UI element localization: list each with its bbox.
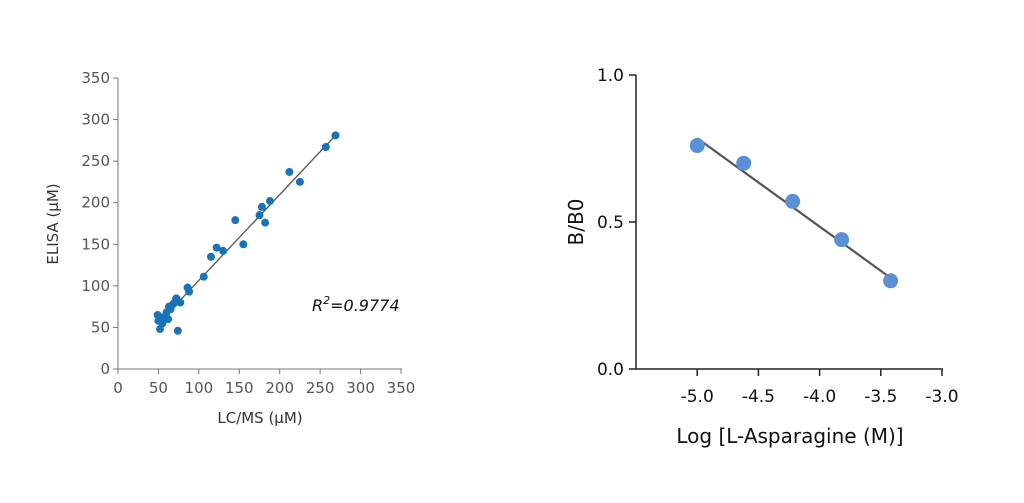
left-y-tick-label: 0 — [100, 360, 110, 378]
r-squared-prefix: R — [312, 296, 323, 315]
left-y-ticks: 0 50 100 150 200 250 300 350 — [81, 69, 118, 378]
right-y-tick-label: 0.0 — [597, 360, 624, 380]
right-scatter-chart: -5.0 -4.5 -4.0 -3.5 -3.0 0.0 0.5 1.0 Log [L-As… — [564, 66, 959, 448]
left-data-point — [164, 315, 173, 324]
right-points — [689, 138, 899, 289]
right-data-point — [834, 232, 850, 248]
left-data-point — [199, 272, 208, 281]
left-y-tick-label: 200 — [81, 194, 110, 212]
left-data-point — [331, 131, 340, 140]
left-y-tick-label: 300 — [81, 111, 110, 129]
right-data-point — [883, 273, 899, 289]
right-x-tick-label: -3.5 — [864, 387, 897, 407]
left-data-point — [257, 202, 266, 211]
r-squared-annotation: R2=0.9774 — [312, 294, 400, 315]
left-data-point — [285, 167, 294, 176]
left-x-tick-label: 300 — [346, 379, 375, 397]
right-x-ticks: -5.0 -4.5 -4.0 -3.5 -3.0 — [681, 369, 959, 407]
left-y-tick-label: 100 — [81, 277, 110, 295]
left-data-point — [173, 326, 182, 335]
left-y-tick-label: 250 — [81, 152, 110, 170]
right-y-ticks: 0.0 0.5 1.0 — [597, 66, 636, 380]
right-x-axis-label: Log [L-Asparagine (M)] — [676, 424, 903, 448]
left-x-tick-label: 250 — [306, 379, 335, 397]
left-data-point — [176, 298, 185, 307]
left-points — [153, 131, 340, 335]
left-fit-line — [157, 134, 337, 324]
right-x-tick-label: -3.0 — [925, 387, 958, 407]
right-x-tick-label: -4.5 — [742, 387, 775, 407]
r-squared-value: =0.9774 — [330, 296, 399, 315]
right-y-tick-label: 0.5 — [597, 213, 624, 233]
left-x-axis-label: LC/MS (μM) — [217, 409, 302, 427]
right-data-point — [736, 155, 752, 171]
left-x-tick-label: 0 — [113, 379, 123, 397]
left-data-point — [261, 218, 270, 227]
right-x-tick-label: -5.0 — [681, 387, 714, 407]
left-data-point — [212, 243, 221, 252]
left-scatter-chart: 0 50 100 150 200 250 300 350 0 50 100 150 200 250 300… — [44, 69, 415, 427]
left-data-point — [219, 246, 228, 255]
left-y-tick-label: 50 — [91, 318, 110, 336]
left-data-point — [185, 287, 194, 296]
left-y-tick-label: 150 — [81, 235, 110, 253]
left-x-tick-label: 200 — [265, 379, 294, 397]
left-regression-line — [157, 134, 337, 324]
right-y-axis-label: B/B0 — [564, 199, 588, 246]
left-y-axis-label: ELISA (μM) — [44, 183, 62, 264]
left-data-point — [321, 143, 330, 152]
r-squared-superscript: 2 — [323, 294, 330, 307]
left-y-tick-label: 350 — [81, 69, 110, 87]
left-axes — [117, 78, 402, 370]
left-x-tick-label: 50 — [149, 379, 168, 397]
right-data-point — [785, 193, 801, 209]
left-x-ticks: 0 50 100 150 200 250 300 350 — [113, 369, 415, 397]
left-data-point — [206, 252, 215, 261]
right-y-tick-label: 1.0 — [597, 66, 624, 86]
left-x-tick-label: 350 — [387, 379, 416, 397]
left-x-tick-label: 100 — [185, 379, 214, 397]
left-data-point — [239, 240, 248, 249]
right-data-point — [689, 138, 705, 154]
left-data-point — [295, 177, 304, 186]
left-x-tick-label: 150 — [225, 379, 254, 397]
right-x-tick-label: -4.0 — [803, 387, 836, 407]
left-data-point — [231, 216, 240, 225]
left-data-point — [255, 211, 264, 220]
right-axes — [635, 75, 943, 370]
left-data-point — [266, 197, 275, 206]
